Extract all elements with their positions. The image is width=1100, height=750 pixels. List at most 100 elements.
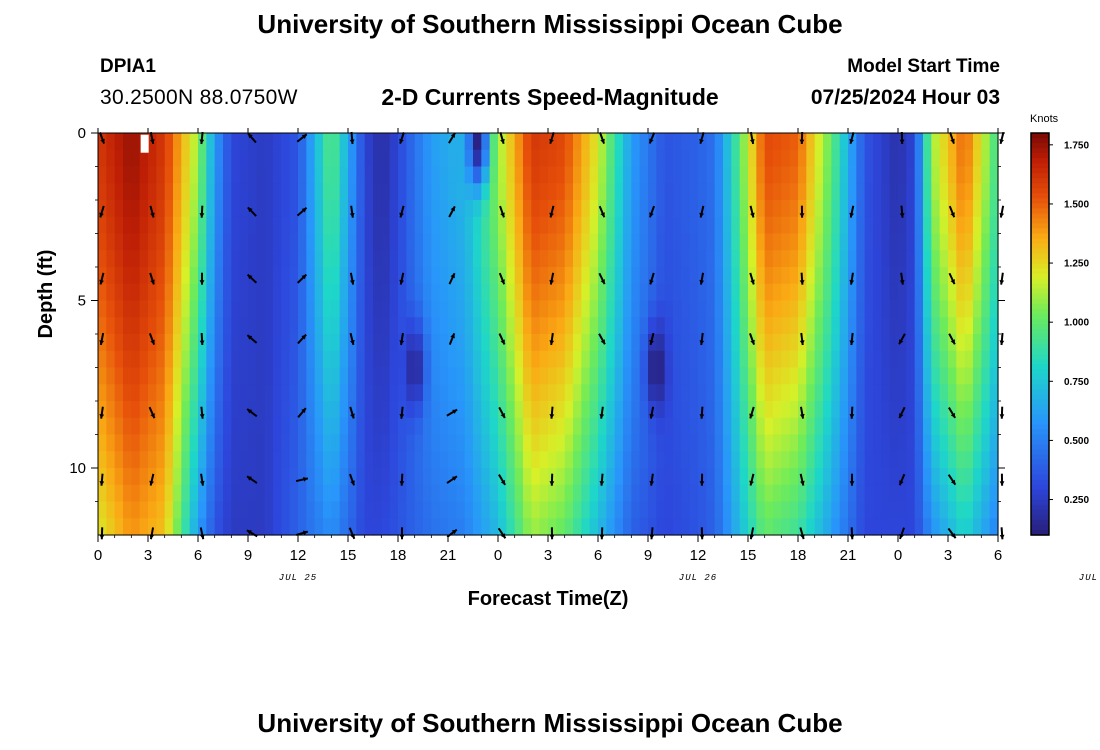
heatmap-cell xyxy=(389,133,399,151)
heatmap-cell xyxy=(648,166,657,184)
heatmap-cell xyxy=(173,468,182,486)
heatmap-cell xyxy=(223,384,232,402)
heatmap-cell xyxy=(556,401,566,419)
heatmap-cell xyxy=(198,166,207,184)
arrow-head xyxy=(99,340,105,345)
heatmap-cell xyxy=(573,401,582,419)
heatmap-cell xyxy=(814,468,824,486)
heatmap-cell xyxy=(439,367,449,385)
arrow-head xyxy=(600,212,605,218)
colorbar-segment xyxy=(1031,474,1049,481)
heatmap-cell xyxy=(614,149,624,168)
heatmap-cell xyxy=(539,334,549,352)
heatmap-cell xyxy=(856,468,866,486)
heatmap-cell xyxy=(381,183,391,201)
heatmap-cell xyxy=(948,367,957,385)
colorbar-segment xyxy=(1031,389,1049,395)
arrow-head xyxy=(999,481,1005,486)
heatmap-cell xyxy=(748,233,757,251)
heatmap-cell xyxy=(689,401,699,419)
heatmap-cell xyxy=(323,133,332,151)
heatmap-cell xyxy=(598,267,607,285)
heatmap-cell xyxy=(381,200,391,218)
heatmap-cell xyxy=(423,216,432,235)
heatmap-cell xyxy=(464,133,474,151)
heatmap-cell xyxy=(781,216,791,235)
heatmap-cell xyxy=(564,300,574,318)
page-title: University of Southern Mississippi Ocean… xyxy=(257,9,843,39)
heatmap-cell xyxy=(239,300,249,318)
colorbar-segment xyxy=(1031,268,1049,275)
heatmap-cell xyxy=(131,350,141,369)
heatmap-cell xyxy=(689,350,699,369)
heatmap-cell xyxy=(139,233,149,251)
arrow-head xyxy=(399,414,405,419)
heatmap-cell xyxy=(281,434,291,452)
heatmap-cell xyxy=(606,216,616,235)
heatmap-cell xyxy=(939,484,949,503)
heatmap-cell xyxy=(164,200,174,218)
heatmap-cell xyxy=(873,233,882,251)
heatmap-cell xyxy=(231,434,241,452)
heatmap-cell xyxy=(256,300,266,318)
heatmap-cell xyxy=(189,518,199,536)
heatmap-cell xyxy=(714,216,724,235)
current-arrow xyxy=(699,527,705,540)
heatmap-cell xyxy=(881,367,891,385)
heatmap-cell xyxy=(181,518,191,536)
heatmap-cell xyxy=(123,417,132,436)
heatmap-cell xyxy=(123,451,132,469)
heatmap-cell xyxy=(631,434,641,452)
heatmap-cell xyxy=(848,149,857,168)
heatmap-cell xyxy=(314,267,324,285)
heatmap-cell xyxy=(614,417,624,436)
heatmap-cell xyxy=(256,183,266,201)
heatmap-cell xyxy=(489,434,499,452)
heatmap-cell xyxy=(739,451,749,469)
heatmap-cell xyxy=(973,133,982,151)
current-arrow xyxy=(349,131,355,145)
heatmap-cell xyxy=(473,350,482,369)
heatmap-cell xyxy=(573,300,582,318)
heatmap-cell xyxy=(539,216,549,235)
heatmap-cell xyxy=(273,434,282,452)
heatmap-cell xyxy=(481,350,491,369)
heatmap-cell xyxy=(256,367,266,385)
heatmap-cell xyxy=(923,434,932,452)
heatmap-cell xyxy=(489,200,499,218)
heatmap-cell xyxy=(931,183,941,201)
heatmap-cell xyxy=(914,451,924,469)
arrow-head xyxy=(699,414,705,419)
arrow-head xyxy=(99,481,105,486)
heatmap-cell xyxy=(906,317,916,335)
heatmap-cell xyxy=(531,149,541,168)
heatmap-cell xyxy=(564,133,574,151)
heatmap-cell xyxy=(589,133,599,151)
heatmap-cell xyxy=(506,484,516,503)
heatmap-cell xyxy=(823,367,832,385)
heatmap-cell xyxy=(264,233,274,251)
heatmap-cell xyxy=(381,434,391,452)
heatmap-cell xyxy=(606,518,616,536)
heatmap-cell xyxy=(248,183,257,201)
heatmap-cell xyxy=(956,367,966,385)
heatmap-cell xyxy=(673,200,682,218)
heatmap-cell xyxy=(856,133,866,151)
heatmap-cell xyxy=(523,216,532,235)
model-start-value: 07/25/2024 Hour 03 xyxy=(810,86,1000,109)
heatmap-cell xyxy=(414,501,424,519)
heatmap-cell xyxy=(681,367,691,385)
heatmap-cell xyxy=(189,267,199,285)
arrow-head xyxy=(999,414,1005,419)
heatmap-cell xyxy=(989,267,999,285)
heatmap-cell xyxy=(306,350,316,369)
current-arrow xyxy=(649,272,655,285)
x-tick-label: 3 xyxy=(544,547,552,564)
x-tick-label: 15 xyxy=(740,547,757,564)
arrow-head xyxy=(849,212,855,218)
heatmap-cell xyxy=(131,267,141,285)
current-arrow xyxy=(749,205,755,218)
x-tick-label: 6 xyxy=(594,547,602,564)
heatmap-cell xyxy=(848,518,857,536)
current-arrow xyxy=(149,272,155,285)
